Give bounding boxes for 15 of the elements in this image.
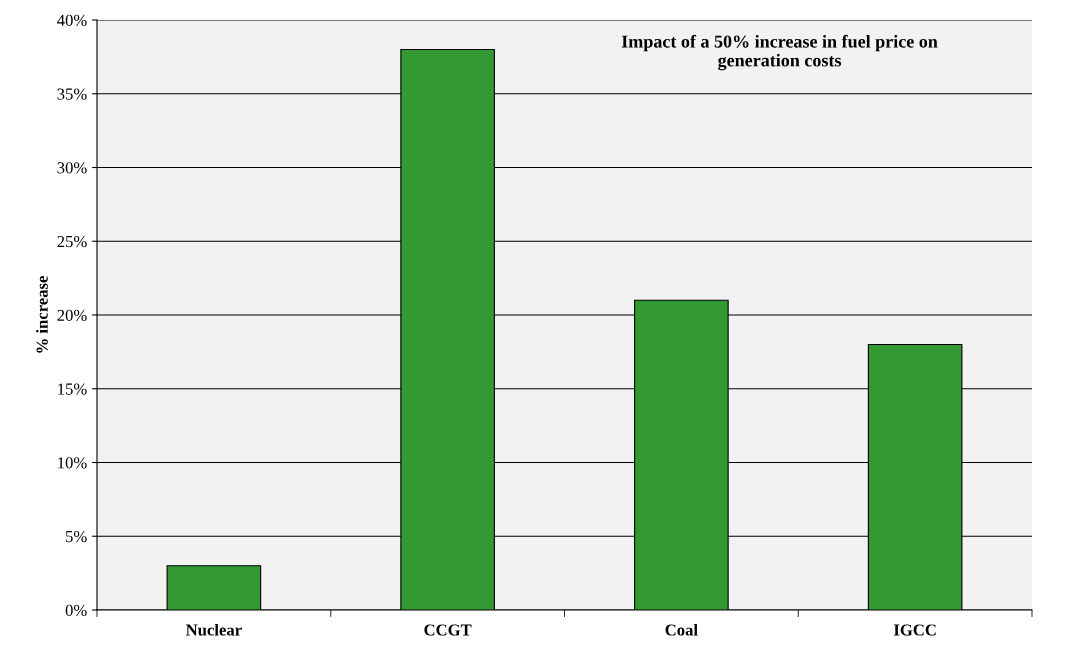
y-tick-label: 10%: [58, 457, 87, 469]
y-tick-label: 0%: [65, 604, 87, 616]
y-tick-label: 35%: [57, 88, 87, 100]
x-tick-label: Nuclear: [185, 623, 242, 636]
y-tick-label: 30%: [57, 162, 87, 174]
y-axis-title: % increase: [36, 276, 48, 353]
x-tick-label: Coal: [665, 623, 698, 636]
y-tick-label: 40%: [57, 14, 87, 26]
x-tick-label: IGCC: [893, 624, 936, 636]
y-tick-label: 25%: [57, 235, 87, 248]
y-tick-label: 20%: [57, 309, 87, 321]
y-tick-label: 5%: [66, 530, 87, 543]
y-tick-label: 15%: [58, 383, 87, 395]
x-tick-label: CCGT: [424, 624, 472, 636]
text: Impact of a 50% increase in fuel price on generation costs: [621, 34, 938, 71]
